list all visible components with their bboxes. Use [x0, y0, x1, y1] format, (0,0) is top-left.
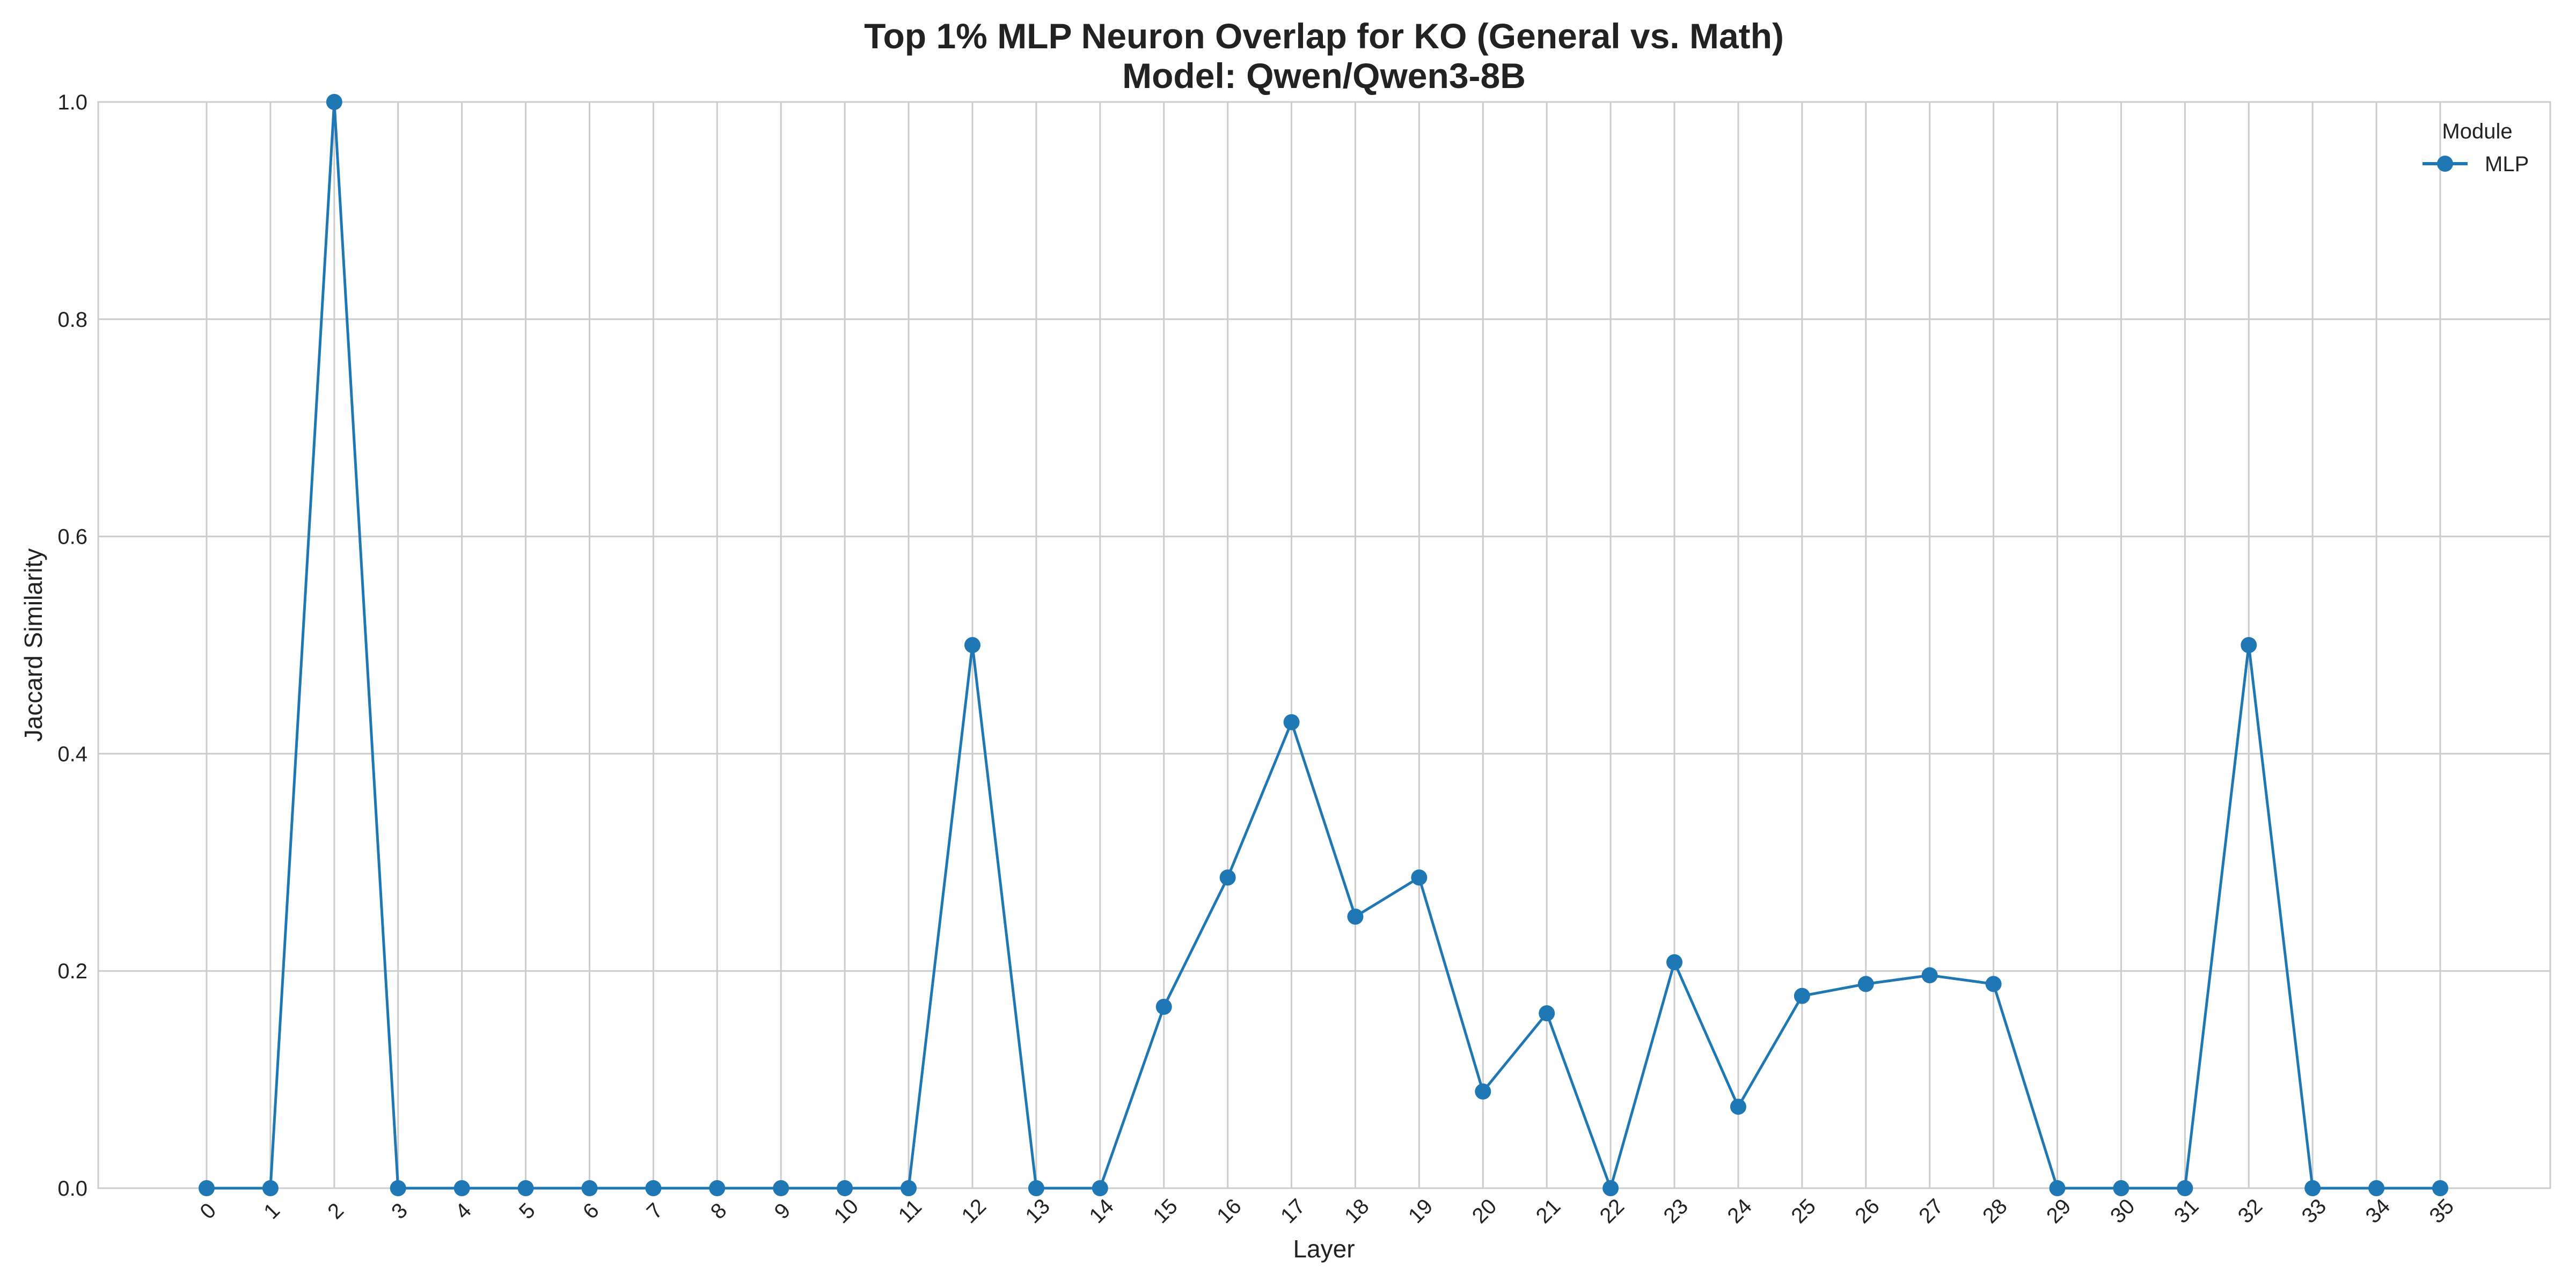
data-point [390, 1180, 406, 1196]
x-tick-label: 6 [579, 1198, 604, 1224]
x-tick-label: 34 [2361, 1195, 2395, 1228]
data-point [2432, 1180, 2448, 1196]
data-point [2177, 1180, 2193, 1196]
y-axis-label: Jaccard Similarity [19, 548, 47, 742]
x-tick-label: 33 [2297, 1195, 2331, 1228]
data-point [2368, 1180, 2385, 1196]
data-point [901, 1180, 917, 1196]
data-point [581, 1180, 598, 1196]
y-tick-label: 0.0 [57, 1177, 87, 1201]
data-point [2049, 1180, 2066, 1196]
data-point [1730, 1099, 1746, 1115]
legend-label-mlp: MLP [2485, 152, 2529, 176]
legend-title: Module [2442, 120, 2512, 143]
data-point [2113, 1180, 2129, 1196]
x-tick-label: 19 [1404, 1195, 1438, 1228]
x-tick-label: 14 [1085, 1195, 1118, 1228]
x-tick-label: 21 [1532, 1195, 1565, 1228]
data-point [837, 1180, 853, 1196]
data-point [517, 1180, 534, 1196]
chart-subtitle: Model: Qwen/Qwen3-8B [1122, 56, 1526, 96]
x-axis-label: Layer [1293, 1235, 1355, 1263]
x-tick-label: 12 [957, 1195, 991, 1228]
x-tick-label: 4 [451, 1198, 476, 1224]
data-point [1794, 987, 1810, 1004]
tick-labels: 0.00.20.40.60.81.00 1 2 3 4 5 6 7 8 9 10 11 12 13 14 15… [57, 91, 2458, 1228]
x-tick-label: 5 [515, 1198, 540, 1224]
grid [98, 101, 2550, 1189]
x-tick-label: 24 [1723, 1195, 1757, 1228]
x-tick-label: 32 [2234, 1195, 2267, 1228]
y-tick-label: 0.6 [57, 525, 87, 549]
legend-marker-mlp [2437, 156, 2453, 172]
data-point [1411, 869, 1428, 886]
y-tick-label: 0.4 [57, 742, 87, 766]
data-point [645, 1180, 662, 1196]
data-point [1092, 1180, 1108, 1196]
data-point [773, 1180, 789, 1196]
x-tick-label: 29 [2042, 1195, 2076, 1228]
data-point [453, 1180, 470, 1196]
x-tick-label: 17 [1276, 1195, 1310, 1228]
data-point [1921, 967, 1938, 984]
legend: Module MLP [2423, 120, 2529, 176]
x-tick-label: 22 [1596, 1195, 1629, 1228]
x-tick-label: 26 [1850, 1195, 1884, 1228]
data-point [1347, 909, 1364, 925]
plot-frame [97, 101, 2551, 1189]
chart-title: Top 1% MLP Neuron Overlap for KO (Genera… [864, 16, 1784, 56]
data-point [2241, 637, 2257, 653]
x-tick-label: 1 [259, 1198, 284, 1224]
data-point [1985, 976, 2002, 992]
data-point [1539, 1005, 1555, 1022]
data-point [1283, 714, 1300, 730]
series-layer [199, 94, 2448, 1196]
data-point [1666, 954, 1683, 971]
x-tick-label: 25 [1787, 1195, 1820, 1228]
x-tick-label: 11 [894, 1195, 926, 1227]
data-point [964, 637, 980, 653]
data-point [1155, 998, 1172, 1015]
data-point [262, 1180, 279, 1196]
x-tick-label: 27 [1914, 1195, 1948, 1228]
x-tick-label: 23 [1659, 1195, 1693, 1228]
data-point [326, 94, 342, 110]
series-line-mlp [207, 100, 2440, 1190]
data-point [1219, 869, 1236, 886]
x-tick-label: 35 [2425, 1195, 2459, 1228]
x-tick-label: 18 [1340, 1195, 1374, 1228]
x-tick-label: 7 [642, 1198, 668, 1224]
data-point [709, 1180, 726, 1196]
x-tick-label: 9 [770, 1198, 795, 1224]
x-tick-label: 30 [2106, 1195, 2140, 1228]
x-tick-label: 10 [830, 1195, 863, 1228]
x-tick-label: 28 [1978, 1195, 2012, 1228]
x-tick-label: 31 [2170, 1195, 2204, 1228]
data-point [1857, 976, 1874, 992]
data-point [199, 1180, 215, 1196]
y-tick-label: 1.0 [57, 91, 87, 114]
x-tick-label: 0 [195, 1198, 221, 1224]
x-tick-label: 16 [1212, 1195, 1246, 1228]
y-tick-label: 0.2 [57, 960, 87, 983]
x-tick-label: 8 [706, 1198, 731, 1224]
data-point [1602, 1180, 1619, 1196]
x-tick-label: 20 [1468, 1195, 1502, 1228]
y-tick-label: 0.8 [57, 308, 87, 332]
data-point [2304, 1180, 2321, 1196]
x-tick-label: 3 [387, 1198, 412, 1224]
data-point [1475, 1083, 1491, 1100]
x-tick-label: 15 [1148, 1195, 1182, 1228]
x-tick-label: 2 [323, 1198, 348, 1224]
data-point [1028, 1180, 1044, 1196]
x-tick-label: 13 [1021, 1195, 1055, 1228]
